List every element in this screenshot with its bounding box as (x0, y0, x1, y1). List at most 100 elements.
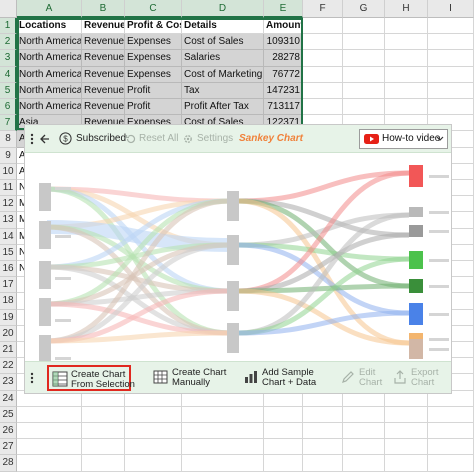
header-cell[interactable]: Profit & Cost (125, 18, 182, 35)
empty-cell[interactable] (385, 406, 428, 423)
row-header-16[interactable]: 16 (0, 261, 17, 278)
empty-cell[interactable] (428, 66, 474, 83)
empty-cell[interactable] (82, 439, 125, 456)
edit-chart-button[interactable]: Edit Chart (337, 365, 385, 391)
empty-cell[interactable] (264, 455, 303, 472)
row-header-17[interactable]: 17 (0, 277, 17, 294)
column-header-h[interactable]: H (385, 0, 428, 18)
row-header-18[interactable]: 18 (0, 293, 17, 310)
empty-cell[interactable] (428, 50, 474, 67)
empty-cell[interactable] (343, 455, 385, 472)
empty-cell[interactable] (428, 99, 474, 116)
empty-cell[interactable] (343, 18, 385, 35)
column-header-c[interactable]: C (125, 0, 182, 18)
empty-cell[interactable] (182, 423, 264, 440)
table-cell[interactable]: Tax (182, 82, 264, 99)
table-cell[interactable]: 28278 (264, 50, 303, 67)
table-cell[interactable]: North America (17, 34, 82, 51)
empty-cell[interactable] (428, 18, 474, 35)
empty-cell[interactable] (303, 406, 343, 423)
row-header-14[interactable]: 14 (0, 228, 17, 245)
empty-cell[interactable] (385, 66, 428, 83)
column-header-f[interactable]: F (303, 0, 343, 18)
row-header-4[interactable]: 4 (0, 66, 17, 83)
empty-cell[interactable] (428, 82, 474, 99)
empty-cell[interactable] (264, 439, 303, 456)
empty-cell[interactable] (182, 406, 264, 423)
empty-cell[interactable] (428, 439, 474, 456)
column-header-d[interactable]: D (182, 0, 264, 18)
empty-cell[interactable] (385, 34, 428, 51)
row-header-5[interactable]: 5 (0, 82, 17, 99)
row-header-19[interactable]: 19 (0, 309, 17, 326)
empty-cell[interactable] (385, 455, 428, 472)
empty-cell[interactable] (385, 18, 428, 35)
empty-cell[interactable] (17, 406, 82, 423)
table-cell[interactable]: North America (17, 99, 82, 116)
row-header-25[interactable]: 25 (0, 406, 17, 423)
row-header-22[interactable]: 22 (0, 358, 17, 375)
table-cell[interactable]: Revenue (82, 99, 125, 116)
row-header-24[interactable]: 24 (0, 390, 17, 407)
row-header-2[interactable]: 2 (0, 34, 17, 51)
empty-cell[interactable] (82, 406, 125, 423)
table-cell[interactable]: 109310 (264, 34, 303, 51)
empty-cell[interactable] (303, 34, 343, 51)
empty-cell[interactable] (82, 423, 125, 440)
table-cell[interactable]: Revenue (82, 34, 125, 51)
table-cell[interactable]: Revenue (82, 50, 125, 67)
table-cell[interactable]: 713117 (264, 99, 303, 116)
table-cell[interactable]: North America (17, 66, 82, 83)
table-cell[interactable]: North America (17, 82, 82, 99)
empty-cell[interactable] (343, 99, 385, 116)
empty-cell[interactable] (343, 82, 385, 99)
column-header-i[interactable]: I (428, 0, 474, 18)
row-header-20[interactable]: 20 (0, 325, 17, 342)
table-cell[interactable]: Profit After Tax (182, 99, 264, 116)
row-header-15[interactable]: 15 (0, 244, 17, 261)
table-cell[interactable]: Expenses (125, 34, 182, 51)
table-cell[interactable]: Revenue (82, 82, 125, 99)
row-header-1[interactable]: 1 (0, 18, 17, 35)
row-header-10[interactable]: 10 (0, 163, 17, 180)
empty-cell[interactable] (303, 439, 343, 456)
table-cell[interactable]: North America (17, 50, 82, 67)
empty-cell[interactable] (125, 406, 182, 423)
empty-cell[interactable] (17, 455, 82, 472)
row-header-7[interactable]: 7 (0, 115, 17, 132)
empty-cell[interactable] (82, 455, 125, 472)
column-header-b[interactable]: B (82, 0, 125, 18)
row-header-12[interactable]: 12 (0, 196, 17, 213)
create-chart-from-selection-button[interactable]: Create Chart From Selection (47, 365, 135, 391)
empty-cell[interactable] (125, 455, 182, 472)
how-to-video-dropdown[interactable]: How-to video (359, 129, 448, 149)
empty-cell[interactable] (385, 82, 428, 99)
row-header-21[interactable]: 21 (0, 342, 17, 359)
row-header-3[interactable]: 3 (0, 50, 17, 67)
header-cell[interactable]: Amount (264, 18, 303, 35)
empty-cell[interactable] (17, 423, 82, 440)
row-header-27[interactable]: 27 (0, 439, 17, 456)
header-cell[interactable]: Details (182, 18, 264, 35)
row-header-23[interactable]: 23 (0, 374, 17, 391)
empty-cell[interactable] (428, 34, 474, 51)
header-cell[interactable]: Locations (17, 18, 82, 35)
table-cell[interactable]: Expenses (125, 66, 182, 83)
empty-cell[interactable] (182, 439, 264, 456)
export-chart-button[interactable]: Export Chart (389, 365, 445, 391)
empty-cell[interactable] (303, 455, 343, 472)
column-header-e[interactable]: E (264, 0, 303, 18)
row-header-9[interactable]: 9 (0, 147, 17, 164)
empty-cell[interactable] (264, 406, 303, 423)
empty-cell[interactable] (385, 99, 428, 116)
empty-cell[interactable] (182, 455, 264, 472)
empty-cell[interactable] (343, 34, 385, 51)
empty-cell[interactable] (385, 423, 428, 440)
empty-cell[interactable] (303, 99, 343, 116)
add-sample-chart-data-button[interactable]: Add Sample Chart + Data (240, 365, 320, 391)
create-chart-manually-button[interactable]: Create Chart Manually (150, 365, 230, 391)
column-header-a[interactable]: A (17, 0, 82, 18)
table-cell[interactable]: Expenses (125, 50, 182, 67)
table-cell[interactable]: 76772 (264, 66, 303, 83)
dots-icon[interactable] (30, 372, 34, 384)
